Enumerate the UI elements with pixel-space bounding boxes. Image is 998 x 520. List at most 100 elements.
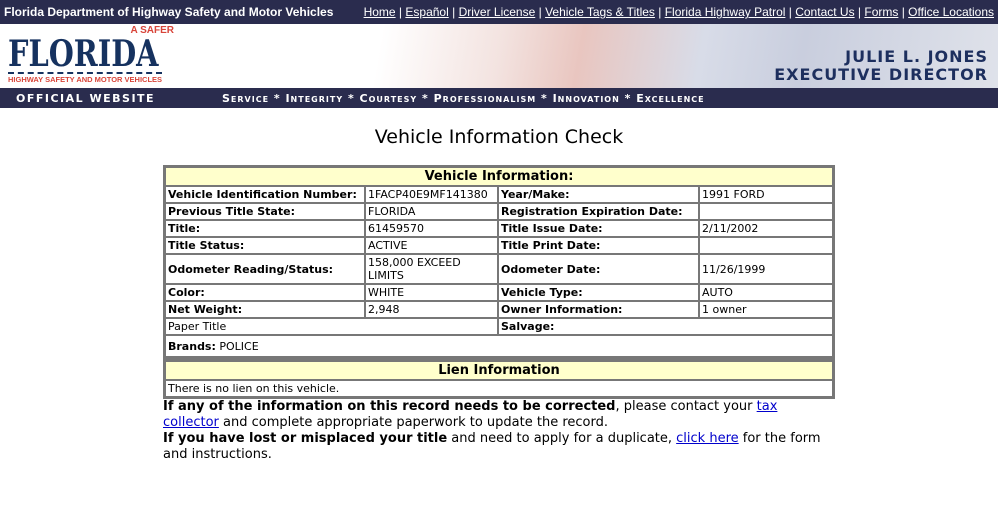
- field-value: 158,000 EXCEED LIMITS: [365, 254, 498, 284]
- field-value: 2,948: [365, 301, 498, 318]
- field-value: ACTIVE: [365, 237, 498, 254]
- nav-espanol[interactable]: Español: [405, 5, 449, 19]
- value-text: 158,000 EXCEED LIMITS: [368, 256, 461, 282]
- label-text: Title Print Date:: [501, 239, 601, 252]
- vehicle-info-table: Vehicle Information: Vehicle Identificat…: [163, 165, 835, 359]
- nav-office-locations[interactable]: Office Locations: [908, 5, 994, 19]
- field-value: 1FACP40E9MF141380: [365, 186, 498, 203]
- values-slogan: Service * Integrity * Courtesy * Profess…: [222, 91, 705, 105]
- field-value: FLORIDA: [365, 203, 498, 220]
- paper-title: Paper Title: [165, 318, 498, 335]
- label-text: Odometer Reading/Status:: [168, 262, 334, 276]
- field-value: [699, 237, 833, 254]
- tax-collector-link[interactable]: tax collector: [163, 399, 778, 430]
- table-row: Vehicle Identification Number: 1FACP40E9M…: [165, 186, 833, 203]
- label-text: Previous Title State:: [168, 205, 295, 218]
- nav-highway-patrol[interactable]: Florida Highway Patrol: [664, 5, 786, 19]
- banner: A SAFER FLORIDA HIGHWAY SAFETY AND MOTOR…: [0, 24, 998, 88]
- label-text: Title Status:: [168, 239, 245, 252]
- field-label: Net Weight:: [165, 301, 365, 318]
- field-label: Odometer Reading/Status:: [165, 254, 365, 284]
- field-label: Title Status:: [165, 237, 365, 254]
- field-label: Title:: [165, 220, 365, 237]
- table-row: Net Weight: 2,948 Owner Information: 1 owne…: [165, 301, 833, 318]
- field-label: Year/Make:: [498, 186, 699, 203]
- field-value: 1 owner: [699, 301, 833, 318]
- florida-logo[interactable]: A SAFER FLORIDA HIGHWAY SAFETY AND MOTOR…: [8, 25, 188, 87]
- text: and need to apply for a duplicate,: [447, 431, 677, 446]
- table-row: Odometer Reading/Status: 158,000 EXCEED L…: [165, 254, 833, 284]
- text: for the form and instructions.: [163, 431, 821, 462]
- director-name: JULIE L. JONES: [845, 47, 988, 66]
- value-text: 11/26/1999: [702, 262, 766, 276]
- field-label: Vehicle Type:: [498, 284, 699, 301]
- top-nav: Home | Español | Driver License | Vehicl…: [363, 5, 994, 19]
- duplicate-click-here-link[interactable]: click here: [676, 431, 739, 446]
- field-value: 11/26/1999: [699, 254, 833, 284]
- field-value: 2/11/2002: [699, 220, 833, 237]
- director: JULIE L. JONES EXECUTIVE DIRECTOR: [774, 48, 988, 84]
- sub-bar: OFFICIAL WEBSITE Service * Integrity * C…: [0, 88, 998, 108]
- value-text: FLORIDA: [368, 205, 416, 218]
- label-text: Title Issue Date:: [501, 222, 603, 235]
- lien-heading: Lien Information: [165, 361, 833, 380]
- field-label: Owner Information:: [498, 301, 699, 318]
- label-text: Owner Information:: [501, 303, 623, 316]
- value-text: WHITE: [368, 286, 405, 299]
- field-value: WHITE: [365, 284, 498, 301]
- value-text: 1991 FORD: [702, 188, 765, 201]
- label-text: Color:: [168, 286, 205, 299]
- value-text: 1FACP40E9MF141380: [368, 188, 488, 201]
- text: and complete appropriate paperwork to up…: [218, 415, 608, 430]
- nav-vehicle-tags[interactable]: Vehicle Tags & Titles: [545, 5, 655, 19]
- value-text: 61459570: [368, 222, 424, 235]
- value-text: 2,948: [368, 303, 400, 316]
- value-text: ACTIVE: [368, 239, 408, 252]
- top-bar: Florida Department of Highway Safety and…: [0, 0, 998, 24]
- field-label: Vehicle Identification Number:: [165, 186, 365, 203]
- field-label: Registration Expiration Date:: [498, 203, 699, 220]
- table-row: Paper Title Salvage:: [165, 318, 833, 335]
- value-text: AUTO: [702, 286, 733, 299]
- nav-forms[interactable]: Forms: [864, 5, 899, 19]
- table-row: Previous Title State: FLORIDA Registration…: [165, 203, 833, 220]
- site-title: Florida Department of Highway Safety and…: [4, 5, 334, 19]
- value-text: 2/11/2002: [702, 222, 759, 235]
- brands-value: POLICE: [219, 339, 259, 353]
- lost-title-note: If you have lost or misplaced your title: [163, 431, 448, 446]
- director-title: EXECUTIVE DIRECTOR: [774, 65, 988, 84]
- logo-sub: HIGHWAY SAFETY AND MOTOR VEHICLES: [8, 72, 163, 84]
- logo-name: FLORIDA: [8, 33, 159, 75]
- field-value: [699, 203, 833, 220]
- field-label: Odometer Date:: [498, 254, 699, 284]
- brands: Brands: POLICE: [165, 335, 833, 357]
- label-text: Vehicle Type:: [501, 286, 583, 299]
- field-value: 1991 FORD: [699, 186, 833, 203]
- text: , please contact your: [615, 399, 757, 414]
- label-text: Year/Make:: [501, 188, 570, 201]
- field-label: Title Issue Date:: [498, 220, 699, 237]
- label-text: Vehicle Identification Number:: [168, 188, 357, 201]
- field-label: Previous Title State:: [165, 203, 365, 220]
- lien-table: Lien Information There is no lien on thi…: [163, 359, 835, 399]
- correction-note: If any of the information on this record…: [163, 399, 616, 414]
- salvage-label-text: Salvage:: [501, 320, 555, 333]
- page-title: Vehicle Information Check: [374, 126, 624, 148]
- label-text: Odometer Date:: [501, 262, 601, 276]
- nav-driver-license[interactable]: Driver License: [458, 5, 536, 19]
- field-label: Title Print Date:: [498, 237, 699, 254]
- table-row: Title Status: ACTIVE Title Print Date:: [165, 237, 833, 254]
- nav-contact[interactable]: Contact Us: [795, 5, 855, 19]
- field-value: 61459570: [365, 220, 498, 237]
- nav-home[interactable]: Home: [363, 5, 396, 19]
- official-website: OFFICIAL WEBSITE: [16, 91, 156, 105]
- table-row: Title: 61459570 Title Issue Date: 2/11/2002: [165, 220, 833, 237]
- salvage-label: Salvage:: [498, 318, 833, 335]
- footer-text: If any of the information on this record…: [163, 399, 835, 463]
- logo-tag: A SAFER: [130, 25, 174, 36]
- brands-label: Brands:: [168, 339, 216, 353]
- label-text: Net Weight:: [168, 303, 243, 316]
- value-text: 1 owner: [702, 303, 747, 316]
- vehicle-info-heading: Vehicle Information:: [165, 167, 833, 186]
- label-text: Registration Expiration Date:: [501, 205, 683, 218]
